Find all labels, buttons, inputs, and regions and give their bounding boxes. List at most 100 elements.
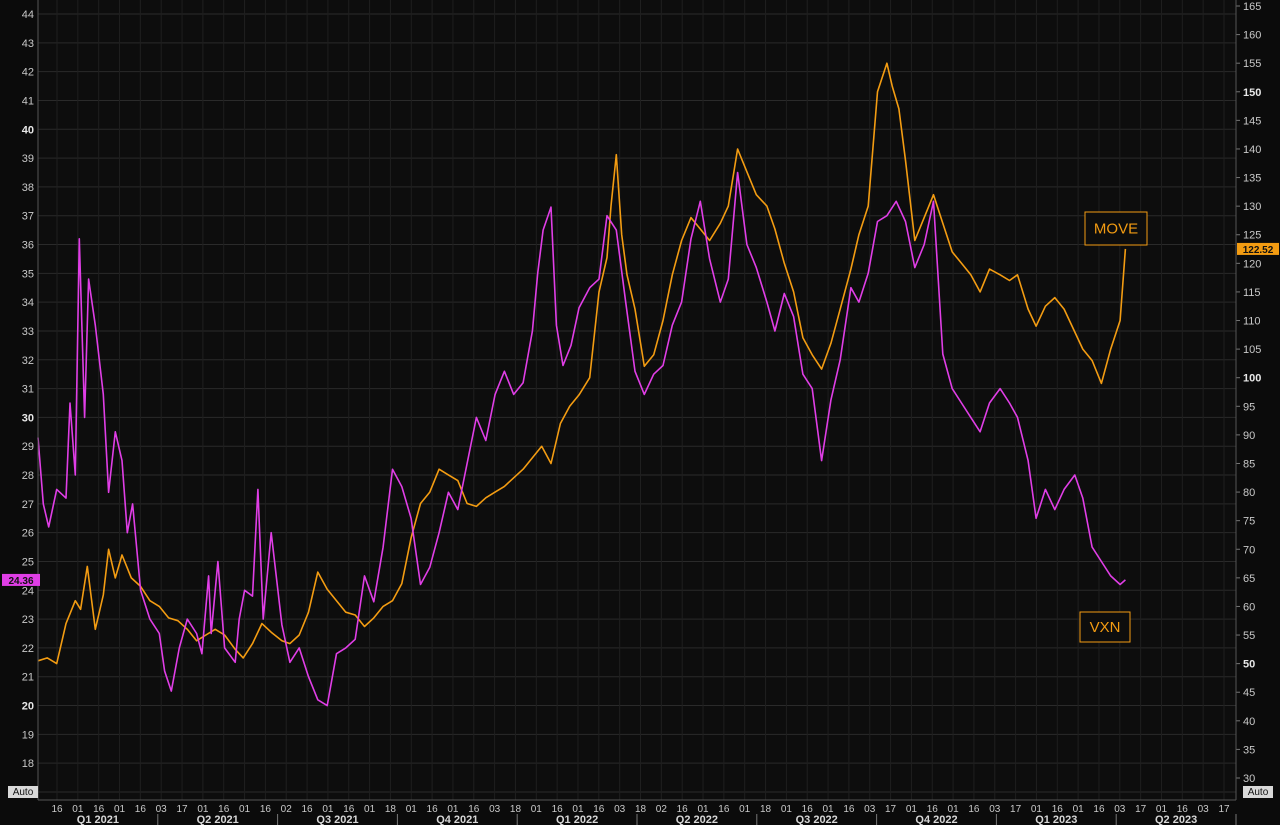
x-day-tick-label: 16 [718,804,730,815]
x-day-tick-label: 16 [968,804,980,815]
auto-scale-button-left[interactable] [8,786,38,798]
x-day-tick-label: 16 [135,804,147,815]
auto-scale-label-right: Auto [1248,787,1269,798]
x-quarter-label: Q3 2021 [316,814,358,825]
series-layer [37,62,1127,707]
left-tick-label: 19 [22,729,34,741]
right-tick-label: 60 [1243,601,1255,613]
right-tick-label: 65 [1243,573,1255,585]
x-quarter-label: Q4 2022 [915,814,957,825]
right-tick-label: 40 [1243,716,1255,728]
left-tick-label: 20 [22,701,34,713]
auto-scale-button-right[interactable] [1243,786,1273,798]
right-tick-label: 105 [1243,344,1261,356]
right-tick-label: 70 [1243,544,1255,556]
left-tick-label: 36 [22,240,34,252]
x-day-tick-label: 01 [322,804,334,815]
x-day-tick-label: 03 [864,804,876,815]
x-day-tick-label: 01 [364,804,376,815]
x-day-tick-label: 01 [1073,804,1085,815]
right-tick-label: 100 [1243,373,1261,385]
right-tick-label: 140 [1243,144,1261,156]
right-tick-label: 110 [1243,316,1261,328]
x-quarter-label: Q1 2022 [556,814,598,825]
x-day-tick-label: 16 [468,804,480,815]
x-day-tick-label: 01 [447,804,459,815]
x-day-tick-label: 16 [343,804,355,815]
legend-box-move [1084,211,1148,246]
right-tick-label: 125 [1243,230,1261,242]
x-day-tick-label: 16 [218,804,230,815]
move-last-value-tag [1237,242,1279,255]
x-day-tick-label: 01 [531,804,543,815]
x-quarter-label: Q2 2022 [676,814,718,825]
x-day-tick-label: 16 [552,804,564,815]
x-day-tick-label: 16 [1052,804,1064,815]
x-axis-band [0,800,1280,825]
vxn-last-value-text: 24.36 [8,576,33,587]
left-tick-label: 30 [22,412,34,424]
x-day-tick-label: 16 [677,804,689,815]
right-tick-label: 90 [1243,430,1255,442]
left-tick-label: 31 [22,384,34,396]
left-tick-label: 22 [22,643,34,655]
x-day-tick-label: 03 [1198,804,1210,815]
x-day-tick-label: 16 [51,804,63,815]
x-day-tick-label: 01 [1031,804,1043,815]
x-day-tick-label: 01 [239,804,251,815]
right-tick-label: 115 [1243,287,1261,299]
left-tick-label: 35 [22,268,34,280]
right-tick-label: 120 [1243,258,1261,270]
x-axis: 16 01 16 01 16 03 17 01 16 01 16 02 16 01 16 01 18 01 16 01… [0,799,1280,825]
x-quarter-label: Q2 2021 [197,814,239,825]
left-tick-label: 23 [22,614,34,626]
right-tick-label: 95 [1243,401,1255,413]
x-day-tick-label: 01 [697,804,709,815]
x-quarter-label: Q1 2021 [77,814,119,825]
x-day-tick-label: 16 [843,804,855,815]
right-axis: 30 35 40 45 50 55 60 65 70 75 80 85 90 95 100 105 110 115… [1235,0,1261,800]
x-day-tick-label: 03 [989,804,1001,815]
left-tick-label: 39 [22,153,34,165]
right-tick-label: 130 [1243,201,1261,213]
x-day-tick-label: 02 [656,804,668,815]
left-tick-label: 41 [22,95,34,107]
x-day-tick-label: 16 [260,804,272,815]
x-day-tick-label: 03 [614,804,626,815]
value-tags: 24.36 122.52 Auto Auto [2,242,1279,798]
x-day-tick-label: 18 [635,804,647,815]
x-day-tick-label: 01 [906,804,918,815]
series-line-vxn [37,171,1126,707]
right-tick-label: 45 [1243,687,1255,699]
left-tick-label: 18 [22,758,34,770]
left-tick-label: 27 [22,499,34,511]
x-day-tick-label: 17 [1135,804,1147,815]
legend: MOVE VXN [1079,211,1148,643]
right-tick-label: 145 [1243,115,1261,127]
left-tick-label: 24 [22,585,34,597]
left-tick-label: 26 [22,528,34,540]
right-tick-label: 160 [1243,30,1261,42]
x-quarter-label: Q3 2022 [796,814,838,825]
x-day-tick-label: 17 [176,804,188,815]
x-day-tick-label: 18 [385,804,397,815]
left-tick-label: 28 [22,470,34,482]
right-tick-label: 150 [1243,87,1261,99]
left-tick-label: 25 [22,556,34,568]
x-day-tick-label: 03 [156,804,168,815]
x-day-tick-label: 01 [572,804,584,815]
x-day-tick-label: 01 [197,804,209,815]
left-tick-label: 44 [22,9,34,21]
legend-box-vxn [1079,611,1131,643]
x-day-tick-label: 16 [593,804,605,815]
right-tick-label: 165 [1243,1,1261,13]
x-day-tick-label: 17 [1010,804,1022,815]
x-quarter-label: Q4 2021 [436,814,478,825]
legend-label-vxn: VXN [1090,619,1121,636]
plot-background [38,0,1236,800]
left-tick-label: 33 [22,326,34,338]
right-tick-label: 80 [1243,487,1255,499]
x-day-tick-label: 03 [1114,804,1126,815]
x-day-tick-label: 16 [1093,804,1105,815]
